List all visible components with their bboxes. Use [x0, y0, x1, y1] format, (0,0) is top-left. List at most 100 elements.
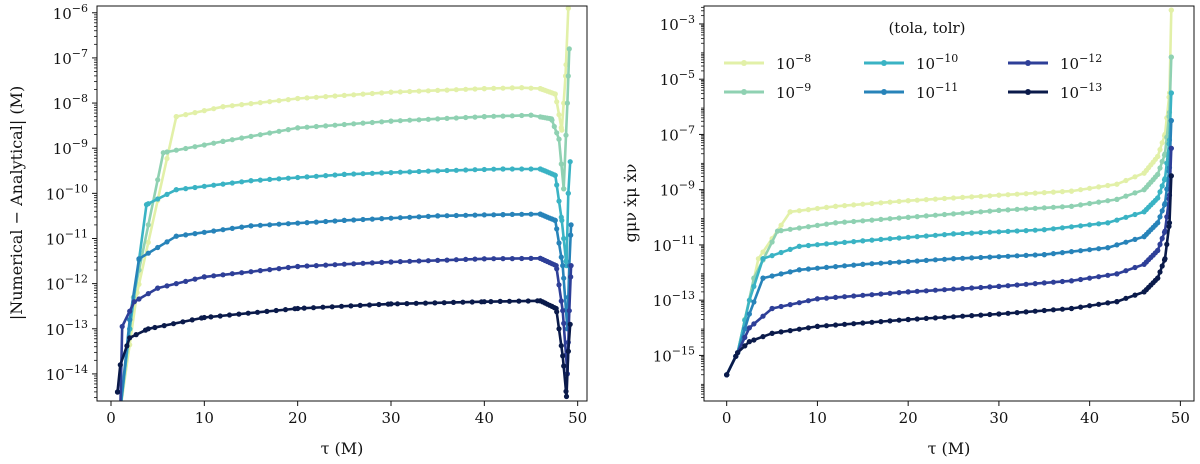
- right-series-2: [724, 90, 1174, 378]
- right-series-3-point: [1032, 252, 1038, 258]
- right-series-1-point: [860, 218, 866, 224]
- left-plot-frame: [96, 5, 588, 402]
- right-series-0-point: [969, 194, 975, 200]
- right-series-1-point: [778, 228, 784, 234]
- left-series-1-point: [509, 113, 515, 119]
- right-series-0-point: [1041, 190, 1047, 196]
- right-series-2-point: [805, 242, 812, 249]
- right-series-3-point: [1123, 239, 1129, 245]
- left-x-tick-label: 30: [381, 409, 400, 427]
- right-series-3-point: [914, 258, 920, 264]
- left-series-3-point: [568, 232, 574, 238]
- left-series-2-point: [416, 168, 422, 175]
- left-series-4-point: [248, 269, 254, 275]
- right-series-0-point: [860, 201, 866, 207]
- right-series-2-point: [833, 240, 839, 246]
- right-series-1-point: [1132, 190, 1138, 196]
- left-series-5-point: [556, 326, 562, 332]
- right-series-line-4: [725, 148, 1173, 376]
- right-series-5-point: [742, 343, 748, 349]
- right-series-2-point: [987, 229, 993, 235]
- right-series-0-point: [1023, 191, 1029, 197]
- left-series-4-point: [332, 262, 338, 268]
- left-series-3-point: [369, 216, 375, 222]
- left-series-5-point: [422, 300, 429, 306]
- right-series-4-point: [1164, 214, 1170, 220]
- left-series-2-point: [118, 407, 123, 412]
- right-series-5-point: [1123, 295, 1129, 301]
- right-series-5-point: [1161, 257, 1168, 263]
- left-series-4-point: [145, 291, 151, 297]
- left-series-4-point: [211, 273, 217, 279]
- right-series-0-point: [960, 194, 966, 200]
- right-series-2-point: [746, 297, 753, 303]
- right-series-2-point: [1168, 90, 1174, 96]
- left-series-2-point: [220, 181, 226, 187]
- left-series-3-point: [491, 212, 497, 218]
- legend: (tola, tolr) 10−8 10−9 10−10 10−11 10−12 10−1…: [724, 19, 1102, 102]
- right-series-5-point: [1105, 300, 1111, 306]
- left-series-4-point: [554, 266, 560, 272]
- right-series-3-point: [851, 262, 857, 268]
- left-series-1-point: [549, 117, 555, 123]
- left-series-1-point: [248, 133, 254, 139]
- right-y-tick-label: 10−5: [660, 68, 695, 89]
- right-series-2-point: [1041, 227, 1047, 233]
- right-series-2-point: [932, 232, 939, 238]
- right-series-3-point: [1159, 208, 1165, 214]
- right-series-2-point: [1032, 227, 1038, 233]
- left-series-0-point: [220, 104, 226, 110]
- left-series-0-point: [481, 86, 487, 92]
- legend-item-1: 10−9: [724, 81, 811, 102]
- left-series-3-point: [155, 244, 161, 251]
- right-series-4-point: [1159, 235, 1165, 241]
- right-x-tick-label: 50: [1171, 409, 1190, 427]
- right-series-2-point: [760, 256, 766, 262]
- right-y-tick-label: 10−13: [653, 289, 695, 310]
- left-series-5-point: [127, 335, 133, 341]
- right-series-1-point: [960, 210, 966, 216]
- left-series-2-point: [435, 168, 441, 174]
- left-series-2-point: [561, 235, 567, 242]
- right-series-3-point: [746, 311, 753, 317]
- left-series-3-point: [257, 222, 263, 228]
- right-series-5-point: [778, 329, 784, 335]
- left-series-4-point: [551, 262, 557, 268]
- left-series-5-point: [245, 310, 251, 316]
- left-series-2-point: [118, 407, 123, 412]
- left-series-4-point: [127, 308, 133, 314]
- right-series-4-point: [960, 286, 966, 292]
- right-series-4-point: [1014, 282, 1020, 288]
- left-series-2-point: [360, 171, 366, 177]
- left-y-tick-label: 10−14: [46, 363, 88, 384]
- right-series-1-point: [823, 221, 830, 227]
- left-series-5-point: [133, 332, 139, 338]
- right-series-2-point: [769, 253, 775, 259]
- right-series-2-point: [896, 235, 902, 241]
- right-series-2-point: [1132, 211, 1138, 218]
- right-series-3-point: [932, 257, 939, 263]
- left-series-2-point: [145, 201, 151, 207]
- right-series-0-point: [1032, 190, 1038, 196]
- right-series-4-point: [1087, 275, 1093, 281]
- right-series-2-point: [950, 231, 957, 237]
- left-series-5-point: [561, 363, 567, 369]
- left-series-0-point: [397, 89, 403, 95]
- left-series-4-point: [566, 308, 572, 314]
- left-series-5-point: [301, 305, 307, 311]
- right-series-2-point: [1157, 189, 1163, 195]
- right-series-2-point: [1155, 195, 1161, 201]
- left-x-tick-label: 40: [475, 409, 494, 427]
- right-series-4-point: [1157, 241, 1163, 247]
- left-series-2-point: [239, 179, 245, 185]
- left-series-1-point: [554, 130, 560, 136]
- right-series-5-point: [1132, 292, 1138, 298]
- left-series-3: [119, 211, 574, 401]
- left-series-5-point: [152, 324, 158, 331]
- left-series-4-point: [119, 323, 125, 330]
- left-series-1-point: [463, 114, 469, 121]
- right-series-3: [724, 118, 1174, 378]
- left-series-0-point: [313, 94, 319, 100]
- left-series-2-point: [519, 166, 525, 172]
- right-series-0-point: [1157, 147, 1163, 153]
